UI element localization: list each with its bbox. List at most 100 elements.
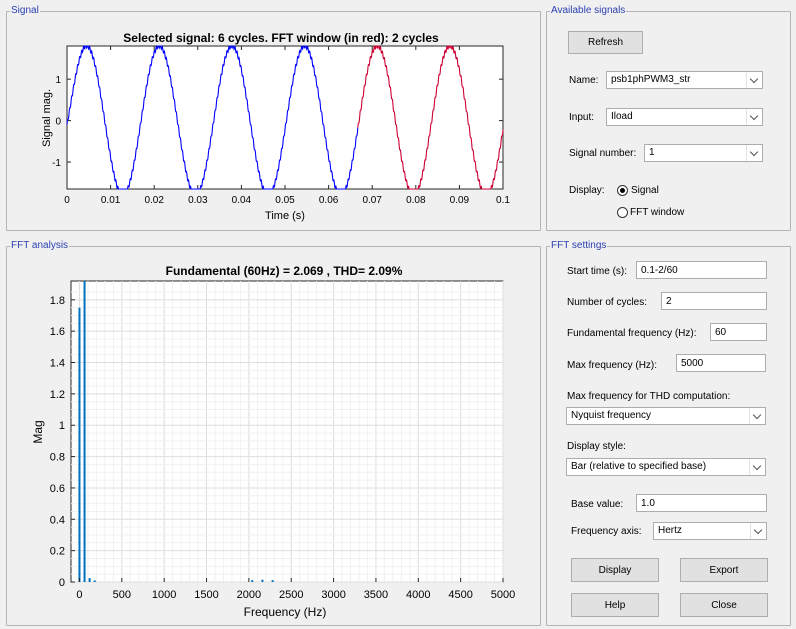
signal-series-blue bbox=[66, 44, 359, 190]
fft-y-tick-label: 0.2 bbox=[50, 546, 65, 558]
input-select-value: Iload bbox=[611, 111, 633, 122]
signal-series-red bbox=[357, 45, 504, 190]
fft-y-tick-label: 0 bbox=[59, 577, 65, 589]
fft-y-tick-label: 1.8 bbox=[50, 295, 65, 307]
fft-x-tick-label: 3500 bbox=[364, 589, 388, 601]
chevron-down-icon bbox=[749, 408, 765, 424]
fft-chart: Fundamental (60Hz) = 2.069 , THD= 2.09% … bbox=[31, 264, 515, 619]
close-button[interactable]: Close bbox=[680, 593, 768, 617]
freq-axis-value: Hertz bbox=[658, 525, 682, 536]
chevron-down-icon bbox=[746, 109, 762, 125]
thd-freq-label: Max frequency for THD computation: bbox=[567, 391, 731, 402]
input-label: Input: bbox=[569, 112, 595, 123]
base-value-label: Base value: bbox=[571, 499, 624, 510]
signal-x-tick-label: 0.09 bbox=[450, 195, 470, 206]
signal-x-tick-label: 0 bbox=[64, 195, 70, 206]
thd-freq-select[interactable]: Nyquist frequency bbox=[566, 407, 766, 425]
fft-x-tick-label: 4500 bbox=[448, 589, 472, 601]
name-label: Name: bbox=[569, 75, 599, 86]
cycles-label: Number of cycles: bbox=[567, 297, 648, 308]
freq-axis-label: Frequency axis: bbox=[571, 526, 642, 537]
fft-bar bbox=[78, 307, 81, 582]
start-time-label: Start time (s): bbox=[567, 266, 628, 277]
fft-bar bbox=[83, 281, 86, 582]
signal-x-tick-label: 0.05 bbox=[275, 195, 295, 206]
fft-y-tick-label: 1.2 bbox=[50, 389, 65, 401]
signal-plot-area bbox=[66, 45, 504, 190]
fft-x-tick-label: 3000 bbox=[321, 589, 345, 601]
fft-chart-title: Fundamental (60Hz) = 2.069 , THD= 2.09% bbox=[166, 264, 403, 278]
signal-x-tick-label: 0.01 bbox=[101, 195, 121, 206]
fft-y-tick-label: 0.6 bbox=[50, 483, 65, 495]
fft-x-tick-label: 500 bbox=[113, 589, 131, 601]
fft-y-axis-label: Mag bbox=[31, 420, 45, 443]
fund-freq-input[interactable] bbox=[710, 323, 767, 341]
signal-x-tick-label: 0.07 bbox=[362, 195, 382, 206]
fft-plot-area bbox=[70, 280, 504, 583]
fft-x-tick-label: 0 bbox=[76, 589, 82, 601]
fft-x-tick-label: 5000 bbox=[491, 589, 515, 601]
refresh-button[interactable]: Refresh bbox=[568, 31, 643, 54]
fft-bar bbox=[251, 580, 254, 582]
cycles-input[interactable] bbox=[661, 292, 767, 310]
fft-y-tick-label: 0.4 bbox=[50, 514, 65, 526]
fft-x-tick-label: 1500 bbox=[194, 589, 218, 601]
input-select[interactable]: Iload bbox=[606, 108, 763, 126]
signal-x-tick-label: 0.02 bbox=[144, 195, 164, 206]
available-signals-title: Available signals bbox=[550, 5, 627, 17]
signal-radio[interactable] bbox=[617, 185, 628, 196]
name-select-value: psb1phPWM3_str bbox=[611, 74, 691, 85]
display-style-value: Bar (relative to specified base) bbox=[571, 461, 707, 472]
signal-panel: Signal bbox=[6, 5, 541, 231]
chevron-down-icon bbox=[746, 72, 762, 88]
fft-analysis-panel-title: FFT analysis bbox=[10, 240, 70, 252]
chevron-down-icon bbox=[749, 459, 765, 475]
display-button[interactable]: Display bbox=[571, 558, 659, 582]
signal-x-tick-label: 0.04 bbox=[232, 195, 252, 206]
signal-number-label: Signal number: bbox=[569, 148, 637, 159]
export-button[interactable]: Export bbox=[680, 558, 768, 582]
start-time-input[interactable] bbox=[636, 261, 767, 279]
signal-chart-title: Selected signal: 6 cycles. FFT window (i… bbox=[123, 31, 439, 45]
help-button[interactable]: Help bbox=[571, 593, 659, 617]
signal-chart: Selected signal: 6 cycles. FFT window (i… bbox=[41, 31, 510, 222]
fft-window-radio[interactable] bbox=[617, 207, 628, 218]
fft-bar bbox=[261, 579, 264, 582]
thd-freq-value: Nyquist frequency bbox=[571, 410, 652, 421]
fft-x-tick-label: 2500 bbox=[279, 589, 303, 601]
display-style-select[interactable]: Bar (relative to specified base) bbox=[566, 458, 766, 476]
fft-window-radio-label[interactable]: FFT window bbox=[630, 207, 685, 218]
signal-x-tick-label: 0.08 bbox=[406, 195, 426, 206]
fund-freq-label: Fundamental frequency (Hz): bbox=[567, 328, 697, 339]
signal-y-tick-label: -1 bbox=[52, 158, 61, 169]
name-select[interactable]: psb1phPWM3_str bbox=[606, 71, 763, 89]
max-freq-input[interactable] bbox=[676, 354, 766, 372]
available-signals-panel: Available signals bbox=[546, 5, 791, 231]
fft-y-tick-label: 1.4 bbox=[50, 358, 65, 370]
fft-y-tick-label: 0.8 bbox=[50, 452, 65, 464]
fft-analysis-panel: FFT analysis bbox=[6, 240, 541, 626]
fft-bar bbox=[88, 578, 91, 582]
fft-x-axis-label: Frequency (Hz) bbox=[244, 605, 327, 619]
chevron-down-icon bbox=[750, 523, 766, 539]
fft-y-tick-label: 1 bbox=[59, 420, 65, 432]
max-freq-label: Max frequency (Hz): bbox=[567, 360, 658, 371]
signal-radio-label[interactable]: Signal bbox=[631, 185, 659, 196]
signal-y-tick-label: 0 bbox=[55, 117, 61, 128]
signal-number-select[interactable]: 1 bbox=[644, 144, 763, 162]
signal-y-tick-label: 1 bbox=[55, 75, 61, 86]
display-style-label: Display style: bbox=[567, 441, 626, 452]
signal-x-tick-label: 0.06 bbox=[319, 195, 339, 206]
fft-bar bbox=[93, 580, 96, 582]
base-value-input[interactable] bbox=[636, 494, 767, 512]
fft-y-tick-label: 1.6 bbox=[50, 326, 65, 338]
signal-x-tick-label: 0.03 bbox=[188, 195, 208, 206]
fft-x-tick-label: 1000 bbox=[152, 589, 176, 601]
fft-settings-title: FFT settings bbox=[550, 240, 608, 252]
fft-bar bbox=[271, 580, 274, 582]
fft-settings-panel: FFT settings bbox=[546, 240, 791, 626]
fft-x-tick-label: 4000 bbox=[406, 589, 430, 601]
freq-axis-select[interactable]: Hertz bbox=[653, 522, 767, 540]
display-label: Display: bbox=[569, 185, 605, 196]
signal-panel-title: Signal bbox=[10, 5, 40, 17]
